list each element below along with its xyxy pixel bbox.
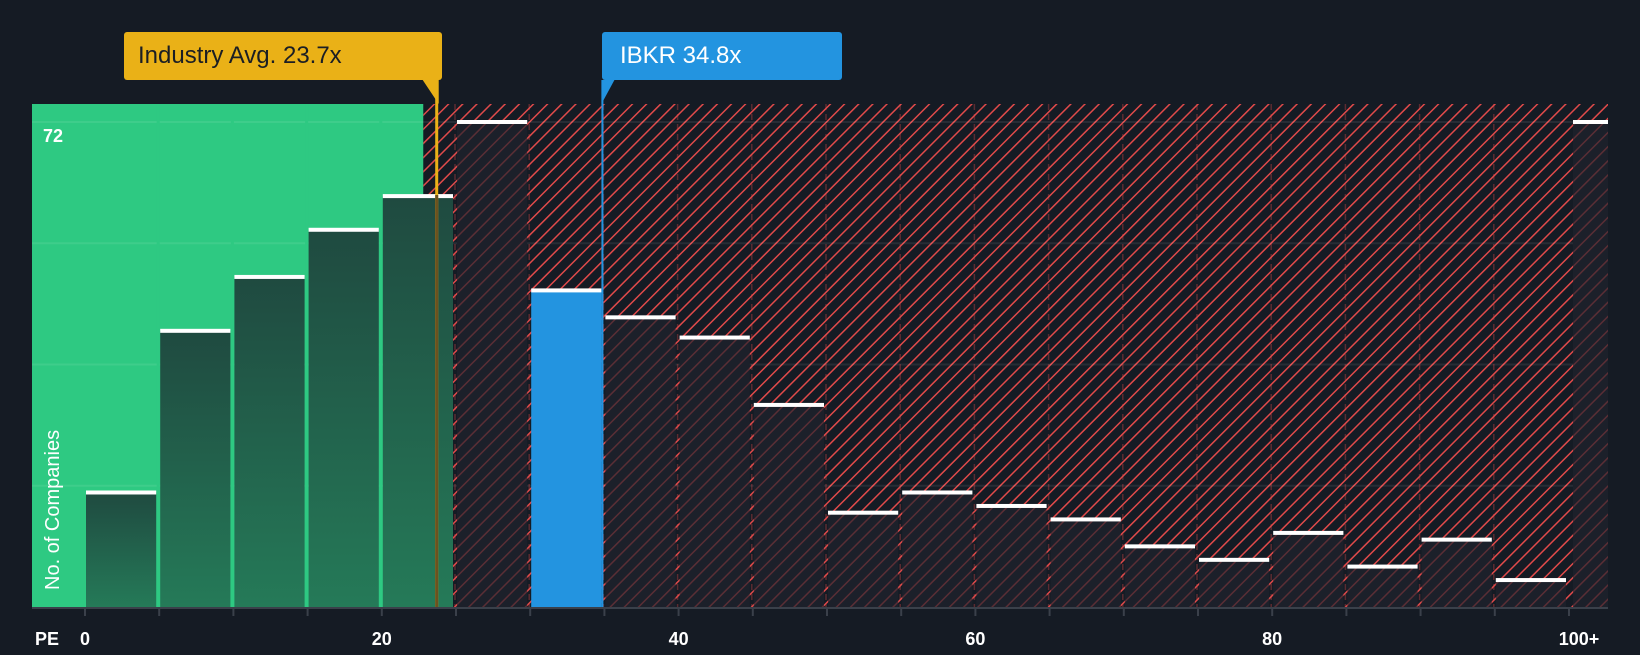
industry-average-label: Industry Avg. 23.7x (138, 42, 342, 69)
x-tick-label: 80 (1262, 629, 1283, 649)
company-pe-callout: IBKR 34.8x (602, 32, 842, 80)
bar-cap (1495, 578, 1566, 583)
bar-cap (1421, 537, 1492, 542)
bar-cap (753, 402, 824, 407)
bar-cap (531, 288, 602, 293)
histogram-bar (1124, 546, 1195, 607)
histogram-bar (160, 330, 231, 607)
bar-cap (605, 315, 676, 320)
bar-cap (828, 510, 899, 515)
industry-callout-pointer (422, 80, 439, 104)
histogram-bar (1495, 580, 1566, 607)
histogram-bar (753, 404, 824, 607)
histogram-bar (1421, 539, 1492, 607)
company-pe-label: IBKR 34.8x (620, 42, 742, 69)
y-axis-max-label: 72 (43, 126, 64, 146)
bar-cap (679, 335, 750, 340)
histogram-bar (382, 196, 453, 607)
x-tick-label: 20 (371, 629, 392, 649)
histogram-bar (1199, 559, 1270, 607)
bar-cap (1124, 544, 1195, 549)
company-callout-pointer (601, 80, 615, 104)
value-markers (422, 66, 615, 607)
histogram-bar (86, 492, 157, 607)
bar-cap (160, 328, 231, 333)
bar-cap (457, 120, 528, 124)
bar-cap (86, 490, 157, 495)
x-tick-label: 0 (79, 629, 91, 649)
x-tick-label: 40 (668, 629, 689, 649)
bar-cap (1347, 564, 1418, 569)
histogram-bar (1347, 566, 1418, 607)
bar-cap (1199, 557, 1270, 562)
industry-average-callout: Industry Avg. 23.7x (124, 32, 442, 80)
y-axis-label: No. of Companies (42, 429, 64, 590)
histogram-bar (976, 505, 1047, 607)
bar-cap (902, 490, 973, 495)
histogram-bar (605, 317, 676, 607)
histogram-bar (1050, 519, 1121, 607)
bar-cap (308, 227, 379, 232)
histogram-bar (828, 512, 899, 607)
x-tick-label: 100+ (1558, 629, 1600, 649)
x-tick-label: 60 (965, 629, 986, 649)
bar-cap (1273, 530, 1344, 535)
bar-cap (1050, 517, 1121, 522)
histogram-bar (308, 229, 379, 607)
histogram-bar (1273, 532, 1344, 607)
histogram-bar (1573, 122, 1608, 607)
histogram-bar (679, 337, 750, 607)
bar-cap (1573, 120, 1608, 124)
bar-cap (234, 274, 305, 279)
histogram-bars (86, 104, 1608, 607)
x-axis (32, 607, 1608, 616)
histogram-bar (234, 276, 305, 607)
histogram-bar (457, 122, 528, 607)
x-axis-label: PE (35, 629, 60, 649)
bar-cap (382, 194, 453, 199)
histogram-bar (531, 290, 602, 607)
histogram-bar (902, 492, 973, 607)
bar-cap (976, 503, 1047, 508)
